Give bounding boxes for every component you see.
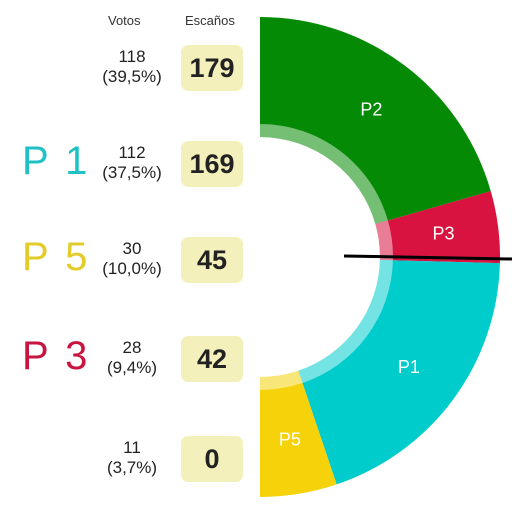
results-row: P 5 30 (10,0%) 45 xyxy=(0,229,260,289)
segment-label: P5 xyxy=(279,430,301,450)
seat-segment-inner-band xyxy=(375,220,393,261)
votes-count: 30 xyxy=(122,239,142,258)
results-row: 11 (3,7%) 0 xyxy=(0,428,260,488)
seat-segment-p3 xyxy=(375,191,501,264)
party-name: P 3 xyxy=(22,334,91,378)
party-name: P 1 xyxy=(22,139,91,183)
seat-segment-p2 xyxy=(260,17,491,225)
results-row: P 1 112 (37,5%) 169 xyxy=(0,133,260,193)
seats-badge: 0 xyxy=(181,436,243,482)
majority-line xyxy=(343,254,512,261)
results-row: 118 (39,5%) 179 xyxy=(0,37,260,97)
seat-segment-inner-band xyxy=(260,370,303,390)
results-row: P 3 28 (9,4%) 42 xyxy=(0,328,260,388)
votes-count: 11 xyxy=(123,438,141,457)
seats-header: Escaños xyxy=(185,13,235,28)
seat-segment-inner-band xyxy=(298,260,393,384)
votes-cell: 112 (37,5%) xyxy=(92,143,172,183)
votes-cell: 28 (9,4%) xyxy=(92,338,172,378)
votes-count: 112 xyxy=(118,143,146,162)
votes-cell: 11 (3,7%) xyxy=(92,438,172,478)
votes-percent: (10,0%) xyxy=(102,259,162,278)
segment-label: P1 xyxy=(398,357,420,377)
votes-cell: 30 (10,0%) xyxy=(92,239,172,279)
segment-label: P2 xyxy=(360,99,382,119)
seat-segment-p1 xyxy=(298,260,500,485)
votes-percent: (3,7%) xyxy=(106,458,158,477)
seats-badge: 42 xyxy=(181,336,243,382)
party-name: P 5 xyxy=(22,235,91,279)
segment-label: P3 xyxy=(433,224,455,244)
seats-badge: 45 xyxy=(181,237,243,283)
seat-segment-inner-band xyxy=(260,124,388,225)
votes-cell: 118 (39,5%) xyxy=(92,47,172,87)
seats-badge: 169 xyxy=(181,141,243,187)
seats-badge: 179 xyxy=(181,45,243,91)
votes-percent: (39,5%) xyxy=(102,67,162,86)
votes-percent: (37,5%) xyxy=(102,163,162,182)
votes-count: 118 xyxy=(118,47,146,66)
votes-count: 28 xyxy=(122,338,142,357)
seat-segment-p5 xyxy=(260,370,337,497)
votes-header: Votos xyxy=(108,13,141,28)
votes-percent: (9,4%) xyxy=(106,358,158,377)
